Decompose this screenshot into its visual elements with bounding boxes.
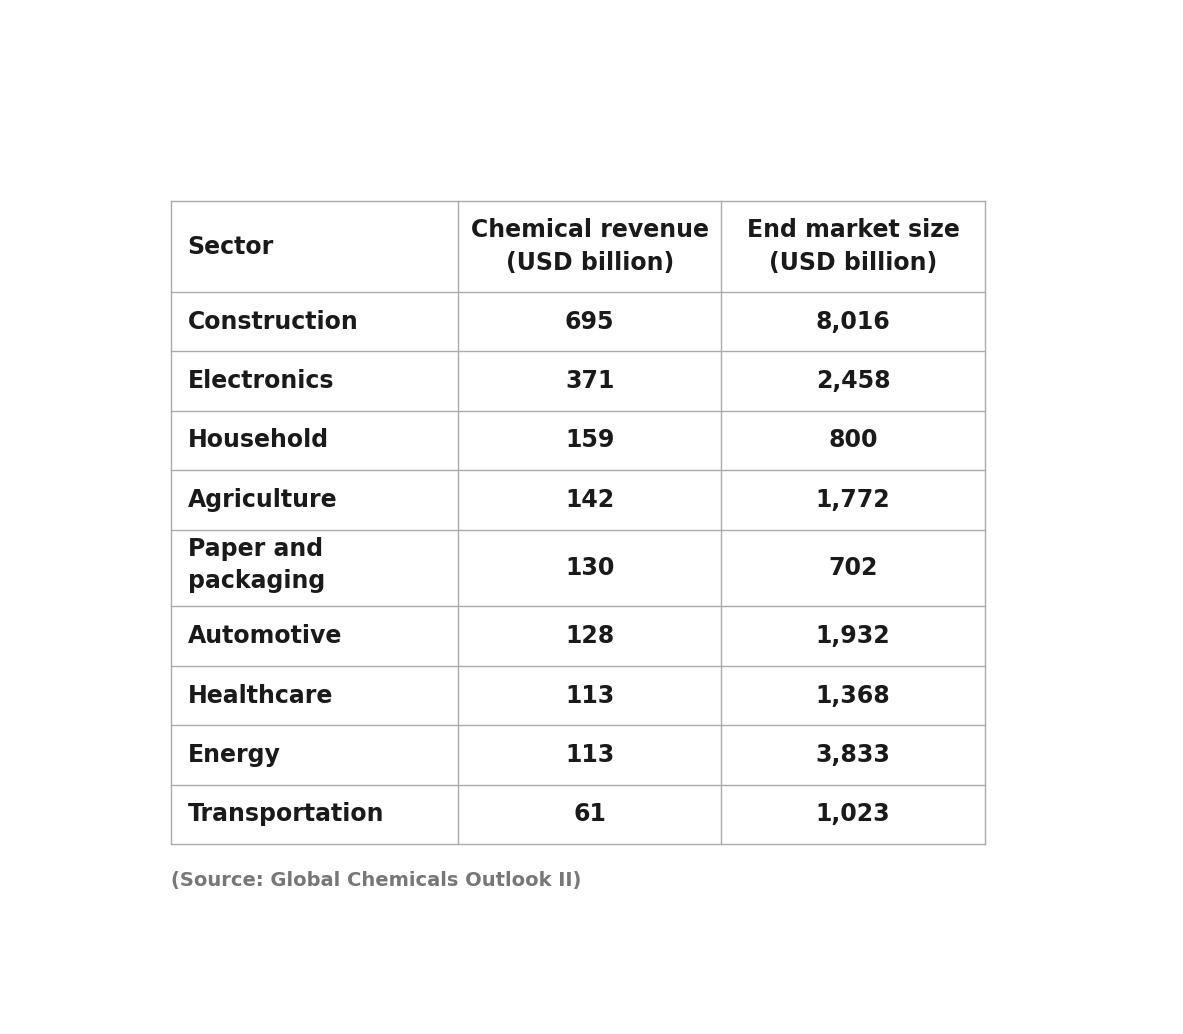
Text: Automotive: Automotive <box>188 625 342 648</box>
Text: 142: 142 <box>565 488 614 512</box>
Text: Paper and
packaging: Paper and packaging <box>188 537 325 592</box>
Text: 1,772: 1,772 <box>816 488 891 512</box>
Text: Electronics: Electronics <box>188 369 334 393</box>
Text: 61: 61 <box>574 802 606 826</box>
Text: 3,833: 3,833 <box>816 742 891 767</box>
Text: 1,932: 1,932 <box>816 625 891 648</box>
Text: Healthcare: Healthcare <box>188 683 332 707</box>
Text: 8,016: 8,016 <box>816 309 891 334</box>
Text: 130: 130 <box>565 556 614 580</box>
Text: End market size
(USD billion): End market size (USD billion) <box>746 218 959 275</box>
Text: 800: 800 <box>828 428 878 453</box>
Text: Construction: Construction <box>188 309 358 334</box>
Text: Agriculture: Agriculture <box>188 488 337 512</box>
Text: Chemical revenue
(USD billion): Chemical revenue (USD billion) <box>471 218 709 275</box>
Text: 371: 371 <box>565 369 614 393</box>
Text: 1,368: 1,368 <box>816 683 891 707</box>
Text: 702: 702 <box>828 556 878 580</box>
Text: (Source: Global Chemicals Outlook II): (Source: Global Chemicals Outlook II) <box>172 871 582 890</box>
Text: 695: 695 <box>564 309 614 334</box>
Text: Transportation: Transportation <box>188 802 384 826</box>
Text: 1,023: 1,023 <box>816 802 891 826</box>
Text: Energy: Energy <box>188 742 280 767</box>
Text: Household: Household <box>188 428 329 453</box>
Text: 159: 159 <box>565 428 614 453</box>
Text: 113: 113 <box>565 742 614 767</box>
Text: 2,458: 2,458 <box>816 369 891 393</box>
Text: Sector: Sector <box>188 235 274 258</box>
Text: 128: 128 <box>565 625 614 648</box>
Text: 113: 113 <box>565 683 614 707</box>
